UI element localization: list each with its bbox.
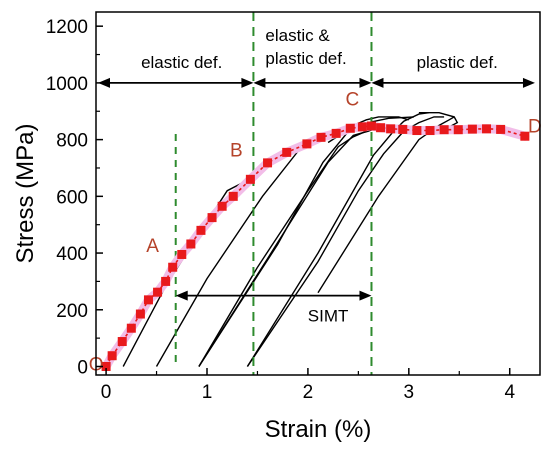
data-point (168, 262, 178, 272)
point-label-a: A (146, 236, 159, 257)
stress-strain-series (101, 121, 530, 371)
y-tick-label: 400 (56, 244, 88, 265)
region-arrow-elastic (98, 77, 254, 88)
data-point (482, 124, 492, 134)
axis-ticks: 0 1 2 3 4 0 200 400 600 800 1000 1200 (46, 17, 516, 403)
loop-curve (198, 128, 375, 367)
data-point (207, 213, 217, 223)
series-glow (101, 121, 530, 371)
data-point (217, 201, 227, 211)
arrow-head-right (522, 77, 535, 88)
y-tick-label: 200 (56, 301, 88, 322)
data-point (453, 125, 463, 135)
arrow-head-left (98, 77, 110, 88)
data-point (386, 124, 396, 134)
region-label-elastic-plastic-line1: elastic & (265, 26, 330, 45)
data-point (101, 361, 111, 371)
y-tick-label: 1000 (46, 74, 88, 95)
data-point (425, 126, 435, 136)
point-label-b: B (230, 140, 243, 161)
data-point (282, 147, 292, 157)
y-tick-label: 600 (56, 187, 88, 208)
data-point (186, 239, 196, 249)
data-point (366, 121, 376, 131)
data-point (331, 128, 341, 138)
arrow-head-right (359, 290, 372, 301)
point-label-d: D (528, 116, 542, 137)
region-label-elastic: elastic def. (141, 53, 222, 72)
data-point (302, 139, 312, 149)
simt-arrow (175, 290, 372, 301)
data-point (117, 337, 127, 347)
data-point (316, 132, 326, 142)
arrow-head-left (371, 77, 384, 88)
region-arrow-elastic-plastic (253, 77, 372, 88)
y-tick-label: 0 (77, 357, 88, 378)
arrow-head-right (359, 77, 372, 88)
x-tick-label: 3 (404, 382, 415, 403)
data-point (177, 249, 187, 259)
point-label-c: C (345, 89, 359, 110)
data-point (398, 124, 408, 134)
region-label-elastic-plastic-line2: plastic def. (265, 49, 346, 68)
data-point (245, 174, 255, 184)
loop-curve (198, 130, 369, 367)
data-point (228, 191, 238, 201)
region-boundaries (174, 12, 373, 375)
y-tick-label: 800 (56, 131, 88, 152)
data-point (196, 225, 206, 235)
data-point (357, 122, 367, 132)
y-tick-label: 1200 (46, 17, 88, 38)
data-point (345, 123, 355, 133)
series-line (105, 125, 526, 367)
data-point (520, 131, 530, 141)
loop-curve (246, 116, 445, 367)
x-axis-title: Strain (%) (265, 416, 372, 443)
annotations: elastic def. elastic & plastic def. plastic… (89, 26, 542, 375)
simt-label: SIMT (308, 307, 349, 326)
x-tick-label: 4 (504, 382, 515, 403)
y-axis-title: Stress (MPa) (12, 123, 39, 263)
data-point (467, 124, 477, 134)
data-point (263, 158, 273, 168)
data-point (135, 309, 145, 319)
arrow-head-right (241, 77, 254, 88)
arrow-head-left (253, 77, 266, 88)
data-point (412, 126, 422, 136)
loop-curve (122, 178, 250, 367)
arrow-head-left (175, 290, 188, 301)
data-point (143, 295, 153, 305)
region-label-plastic: plastic def. (417, 53, 498, 72)
x-tick-label: 2 (303, 382, 314, 403)
data-point (126, 323, 136, 333)
region-arrow-plastic (371, 77, 535, 88)
data-point (153, 287, 163, 297)
data-point (376, 123, 386, 133)
plot-frame (95, 11, 541, 376)
data-point (161, 276, 171, 286)
x-tick-label: 0 (101, 382, 112, 403)
x-tick-label: 1 (202, 382, 213, 403)
data-point (107, 351, 117, 361)
data-point (439, 125, 449, 135)
data-point (496, 124, 506, 134)
